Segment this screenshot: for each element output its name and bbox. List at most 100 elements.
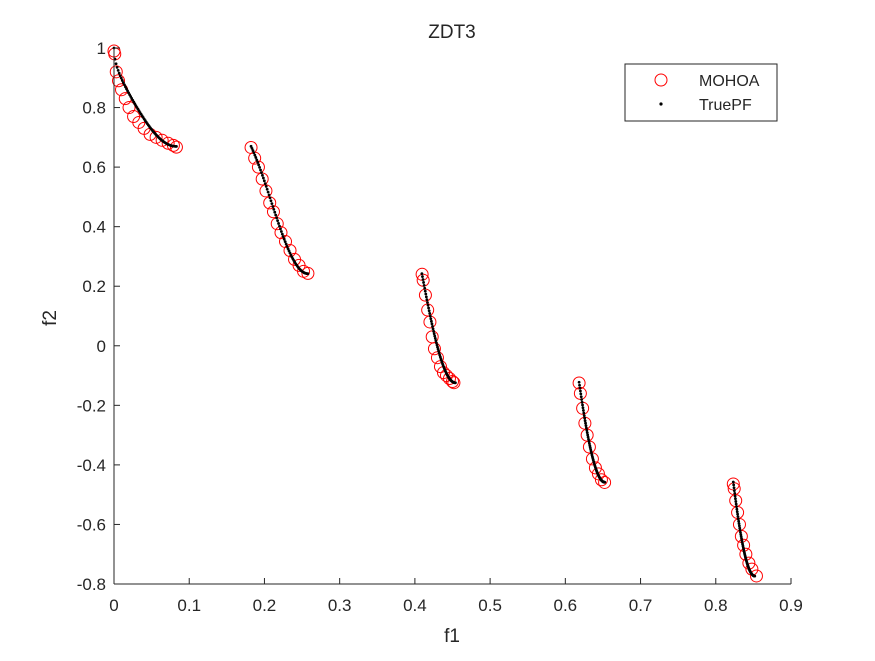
x-tick-label: 0.6 [554,596,578,615]
truepf-point [421,275,424,278]
y-tick-label: -0.6 [77,515,106,534]
truepf-point [276,219,279,223]
mohoa-point [251,160,265,174]
mohoa-point [442,372,456,386]
truepf-point [735,507,739,511]
truepf-point [274,213,278,217]
mohoa-point [259,184,273,198]
truepf-point [431,327,435,331]
truepf-point [736,515,740,519]
truepf-point [583,416,587,420]
truepf-point [273,210,277,214]
legend-box [624,63,778,122]
truepf-point [114,62,118,66]
truepf-point [123,83,126,87]
truepf-point [584,424,588,428]
truepf-point [433,334,437,338]
legend-label-mohoa: MOHOA [699,73,760,90]
truepf-point [284,242,288,246]
truepf-point [253,153,257,157]
truepf-point [423,289,427,293]
truepf-point [432,332,436,336]
mohoa-point [283,243,297,257]
truepf-point [287,249,291,253]
truepf-point [430,322,434,326]
mohoa-point [749,569,763,583]
truepf-point [280,232,284,236]
truepf-point [585,431,589,435]
mohoa-point [427,342,441,356]
mohoa-point [155,133,169,147]
truepf-point [737,522,741,526]
chart-title: ZDT3 [428,22,476,43]
truepf-point [426,303,430,307]
truepf-point [579,392,583,396]
legend-marker-truepf [659,102,663,106]
truepf-point [577,380,581,384]
truepf-point [739,531,742,534]
truepf-point [272,207,276,211]
truepf-point [258,165,261,169]
truepf-point [115,65,119,69]
axes [113,48,791,585]
truepf-point [734,500,738,503]
truepf-point [753,574,757,578]
truepf-point [281,235,285,239]
truepf-point [260,171,263,175]
truepf-point [251,149,255,152]
truepf-point [278,224,281,228]
mohoa-point [112,74,126,88]
truepf-point [736,512,739,516]
truepf-point [422,283,426,287]
truepf-point [580,400,584,404]
truepf-point [586,433,590,437]
truepf-point [435,343,439,347]
x-tick-label: 0.1 [177,596,201,615]
truepf-point [427,309,431,313]
x-axis-label: f1 [444,626,460,647]
mohoa-point [598,475,612,489]
truepf-point [587,440,591,443]
truepf-point [269,199,273,203]
truepf-point [578,389,582,393]
truepf-point [428,314,432,318]
y-tick-label: 0.4 [82,218,106,237]
y-tick-label: -0.8 [77,575,106,594]
truepf-point [261,176,265,180]
truepf-point [422,281,425,284]
truepf-point [250,147,254,150]
truepf-point [435,341,438,345]
truepf-point [429,319,433,323]
truepf-point [257,163,261,167]
truepf-point [734,497,737,501]
mohoa-point [594,473,608,487]
truepf-point [266,190,270,194]
mohoa-point [161,136,175,150]
mohoa-point [591,467,605,481]
truepf-point [279,230,283,233]
y-tick-label: -0.2 [77,396,106,415]
truepf-point [424,292,428,296]
truepf-point [738,526,742,530]
truepf-point [120,79,124,82]
truepf-point [265,187,269,191]
truepf-point [263,182,267,186]
x-tick-label: 0 [109,596,118,615]
legend: MOHOA TruePF [624,63,778,122]
truepf-point [581,403,584,407]
legend-marker-mohoa [654,73,668,87]
truepf-point [252,151,256,155]
truepf-point [733,491,737,495]
truepf-point [428,312,432,315]
truepf-point [587,437,590,441]
truepf-point [285,244,289,248]
truepf-point [434,339,438,343]
truepf-point [282,237,286,241]
truepf-point [735,510,739,514]
truepf-point [581,409,585,412]
truepf-point [279,227,282,231]
truepf-point [732,483,736,487]
truepf-point [731,480,735,484]
truepf-point [433,336,437,340]
